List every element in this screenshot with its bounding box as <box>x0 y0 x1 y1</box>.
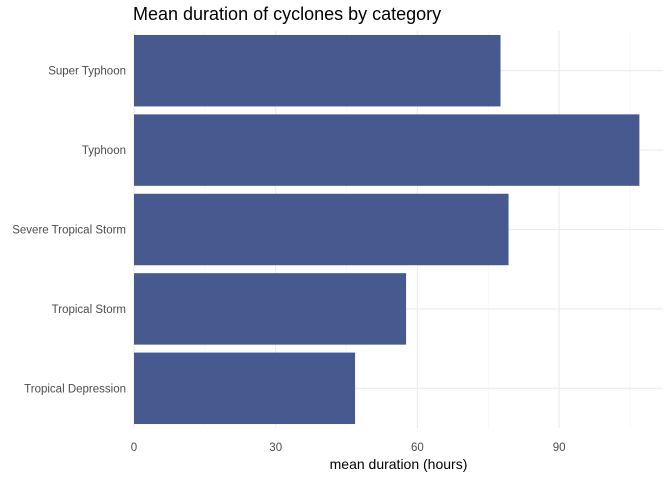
bar-super-typhoon <box>134 34 501 107</box>
bar-tropical-depression <box>134 352 356 425</box>
y-tick-label: Tropical Storm <box>52 304 126 316</box>
x-axis-title: mean duration (hours) <box>330 456 468 472</box>
y-tick-label: Typhoon <box>82 145 126 157</box>
y-tick-label: Severe Tropical Storm <box>12 225 126 237</box>
bar-severe-tropical-storm <box>134 193 509 266</box>
bar-tropical-storm <box>134 273 407 345</box>
bar-typhoon <box>134 114 640 186</box>
x-tick-label: 30 <box>269 442 282 454</box>
bars <box>134 34 640 425</box>
y-axis-ticks: Tropical Depression Tropical Storm Severe … <box>12 66 126 396</box>
x-tick-label: 60 <box>411 442 424 454</box>
x-axis-ticks: 0 30 60 90 <box>131 442 566 454</box>
x-tick-label: 90 <box>553 442 566 454</box>
x-tick-label: 0 <box>131 442 137 454</box>
chart-title: Mean duration of cyclones by category <box>133 4 441 24</box>
y-tick-label: Tropical Depression <box>24 383 126 395</box>
y-tick-label: Super Typhoon <box>48 66 126 78</box>
